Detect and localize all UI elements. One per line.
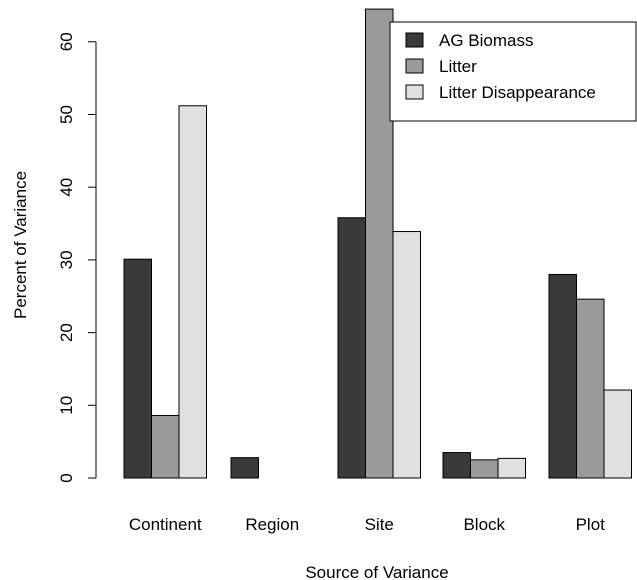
y-axis: 0 10 20 30 40 50 60 bbox=[57, 32, 97, 483]
bar-plot-litter bbox=[576, 298, 605, 479]
y-tick-label: 0 bbox=[57, 473, 76, 482]
y-axis-title: Percent of Variance bbox=[11, 171, 30, 319]
legend-box bbox=[389, 21, 637, 122]
x-tick-label-block: Block bbox=[463, 515, 505, 534]
y-tick-label: 10 bbox=[57, 396, 76, 415]
x-tick-label-region: Region bbox=[245, 515, 299, 534]
bar-plot-litter-disappearance bbox=[603, 389, 632, 479]
y-tick-label: 50 bbox=[57, 105, 76, 124]
y-tick-label: 60 bbox=[57, 32, 76, 51]
bar-region-ag-biomass bbox=[230, 457, 259, 479]
x-tick-label-site: Site bbox=[365, 515, 394, 534]
x-axis: Continent Region Site Block Plot bbox=[129, 515, 605, 534]
bar-site-litter-disappearance bbox=[392, 231, 421, 479]
y-tick-label: 20 bbox=[57, 323, 76, 342]
bar-block-ag-biomass bbox=[442, 452, 471, 479]
bar-continent-ag-biomass bbox=[123, 258, 152, 479]
bar-block-litter-disappearance bbox=[497, 457, 526, 479]
bar-continent-litter bbox=[151, 414, 180, 479]
bar-site-ag-biomass bbox=[337, 217, 366, 479]
bar-plot-ag-biomass bbox=[548, 273, 577, 479]
x-tick-label-continent: Continent bbox=[129, 515, 202, 534]
bar-site-litter bbox=[365, 8, 394, 479]
bars-group bbox=[123, 8, 632, 479]
legend-label-litter: Litter bbox=[439, 57, 477, 76]
bar-continent-litter-disappearance bbox=[178, 105, 207, 479]
bar-block-litter bbox=[470, 459, 499, 479]
legend-label-ag-biomass: AG Biomass bbox=[439, 31, 533, 50]
legend-swatch-litter-disappearance bbox=[405, 84, 424, 100]
legend-swatch-litter bbox=[405, 58, 424, 74]
legend-label-litter-disappearance: Litter Disappearance bbox=[439, 83, 596, 102]
y-tick-label: 40 bbox=[57, 178, 76, 197]
legend: AG Biomass Litter Litter Disappearance bbox=[389, 21, 637, 122]
y-tick-label: 30 bbox=[57, 250, 76, 269]
x-axis-title: Source of Variance bbox=[305, 563, 448, 580]
legend-swatch-ag-biomass bbox=[405, 32, 424, 48]
x-tick-label-plot: Plot bbox=[576, 515, 606, 534]
